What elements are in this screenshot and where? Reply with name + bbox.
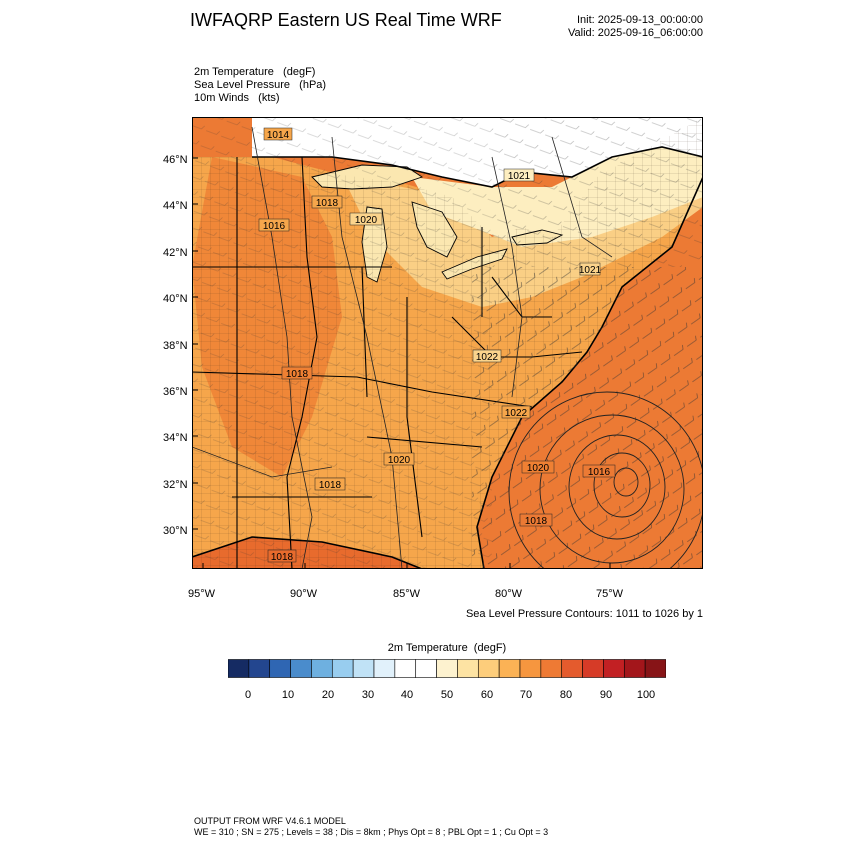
lon-label: 85°W <box>393 588 421 600</box>
colorbar-swatch <box>311 659 333 678</box>
colorbar-swatch <box>331 659 354 678</box>
lon-label: 80°W <box>495 588 523 600</box>
svg-text:1018: 1018 <box>316 198 339 209</box>
colorbar-label: 90 <box>599 689 613 701</box>
svg-text:1020: 1020 <box>355 215 378 226</box>
svg-text:1014: 1014 <box>267 130 290 141</box>
colorbar-label: 100 <box>636 689 656 701</box>
svg-text:1022: 1022 <box>476 352 499 363</box>
colorbar-label: 50 <box>440 689 454 701</box>
colorbar-swatch <box>436 659 458 678</box>
lat-label: 40°N <box>163 293 188 305</box>
init-time: Init: 2025-09-13_00:00:00 <box>577 14 703 26</box>
svg-text:1020: 1020 <box>527 463 550 474</box>
lat-label: 36°N <box>163 386 188 398</box>
pressure-label: 1018 <box>267 549 297 563</box>
svg-text:1018: 1018 <box>286 369 309 380</box>
field-temperature: 2m Temperature (degF) <box>194 66 316 78</box>
weather-map: 1014 1021 1018 1020 1016 1021 1022 1018 … <box>192 117 703 569</box>
colorbar-swatch <box>644 659 667 678</box>
pressure-label: 1018 <box>314 477 346 491</box>
lon-label: 95°W <box>188 588 216 600</box>
pressure-label: 1020 <box>521 460 555 474</box>
colorbar-labels: 0 10 20 30 40 50 60 70 80 90 100 <box>228 689 666 703</box>
colorbar-label: 0 <box>244 689 252 701</box>
colorbar-swatch <box>394 659 417 678</box>
footer-line-1: OUTPUT FROM WRF V4.6.1 MODEL <box>194 816 346 826</box>
contour-note: Sea Level Pressure Contours: 1011 to 102… <box>465 608 703 620</box>
svg-text:1021: 1021 <box>579 265 602 276</box>
colorbar-swatch <box>519 659 542 678</box>
pressure-label: 1018 <box>519 513 553 527</box>
colorbar-swatch <box>603 659 625 678</box>
colorbar-swatch <box>540 659 563 678</box>
lat-label: 46°N <box>163 154 188 166</box>
svg-text:1016: 1016 <box>263 221 286 232</box>
colorbar-swatch <box>248 659 271 678</box>
pressure-label: 1020 <box>383 452 415 466</box>
pressure-label: 1021 <box>503 168 535 182</box>
svg-text:1021: 1021 <box>508 171 531 182</box>
pressure-label: 1022 <box>472 349 502 363</box>
svg-text:1022: 1022 <box>505 408 528 419</box>
pressure-label-group: 1014 1021 1018 1020 1016 1021 1022 1018 … <box>258 127 616 563</box>
colorbar-swatch <box>561 659 583 678</box>
model-footer: OUTPUT FROM WRF V4.6.1 MODEL WE = 310 ; … <box>194 816 548 838</box>
axis-ticks <box>192 157 611 569</box>
colorbar-label: 20 <box>321 689 335 701</box>
colorbar-swatch <box>227 659 250 678</box>
footer-line-2: WE = 310 ; SN = 275 ; Levels = 38 ; Dis … <box>194 827 549 837</box>
colorbar-label: 70 <box>519 689 533 701</box>
colorbar-title: 2m Temperature (degF) <box>387 642 507 654</box>
lat-label: 30°N <box>163 525 188 537</box>
svg-text:1018: 1018 <box>319 480 342 491</box>
colorbar-swatch <box>290 659 312 678</box>
colorbar-label: 80 <box>559 689 573 701</box>
pressure-label: 1018 <box>311 195 343 209</box>
pressure-label: 1016 <box>258 218 290 232</box>
colorbar-label: 60 <box>480 689 494 701</box>
lat-label: 42°N <box>163 247 188 259</box>
pressure-label: 1016 <box>582 464 616 478</box>
colorbar-swatch <box>623 659 646 678</box>
lon-label: 75°W <box>596 588 624 600</box>
lon-label: 90°W <box>290 588 318 600</box>
colorbar-swatch <box>477 659 500 678</box>
colorbar-swatch <box>373 659 396 678</box>
colorbar-swatch <box>415 659 437 678</box>
low-pressure-system <box>508 391 703 569</box>
colorbar-label: 10 <box>281 689 295 701</box>
field-winds: 10m Winds (kts) <box>194 92 280 104</box>
colorbar-swatch <box>269 659 291 678</box>
pressure-label: 1014 <box>263 127 293 141</box>
lat-label: 32°N <box>163 479 188 491</box>
colorbar-swatch <box>582 659 604 678</box>
lat-label: 44°N <box>163 200 188 212</box>
svg-text:1020: 1020 <box>388 455 411 466</box>
pressure-label: 1021 <box>579 262 602 276</box>
pressure-label: 1020 <box>349 212 383 226</box>
field-pressure: Sea Level Pressure (hPa) <box>194 79 327 91</box>
valid-time: Valid: 2025-09-16_06:00:00 <box>568 27 703 39</box>
plot-title: IWFAQRP Eastern US Real Time WRF <box>190 10 502 30</box>
colorbar-swatch <box>457 659 479 678</box>
svg-text:1018: 1018 <box>271 552 294 563</box>
run-times: Init: 2025-09-13_00:00:00 Valid: 2025-09… <box>540 14 703 40</box>
field-list: 2m Temperature (degF) Sea Level Pressure… <box>194 66 326 105</box>
colorbar-swatch <box>352 659 375 678</box>
colorbar-label: 30 <box>361 689 375 701</box>
lat-label: 34°N <box>163 432 188 444</box>
colorbar <box>227 659 667 678</box>
colorbar-label: 40 <box>400 689 414 701</box>
lat-label: 38°N <box>163 340 188 352</box>
svg-text:1018: 1018 <box>525 516 548 527</box>
pressure-label: 1018 <box>281 366 313 380</box>
pressure-label: 1022 <box>501 405 531 419</box>
svg-text:1016: 1016 <box>588 467 611 478</box>
colorbar-swatch <box>498 659 521 678</box>
